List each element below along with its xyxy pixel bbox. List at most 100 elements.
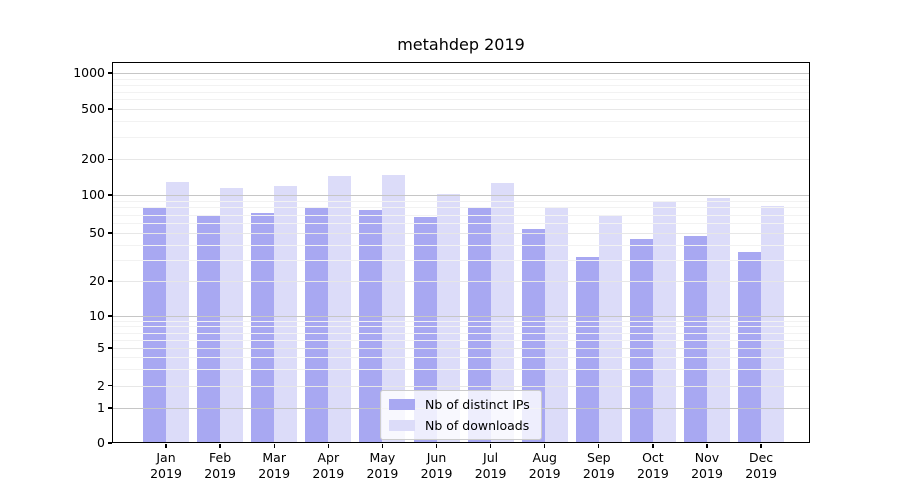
x-tick-year-oct: 2019 [636, 465, 669, 481]
x-tick-year-nov: 2019 [691, 465, 723, 481]
x-tick-label-mar: Mar 2019 [242, 450, 306, 481]
x-tick-dec [760, 443, 762, 448]
gridline-50 [112, 233, 810, 235]
gridline-70 [112, 214, 810, 216]
bar-nb-of-distinct-ips-apr [305, 206, 329, 443]
x-tick-label-may: May 2019 [350, 450, 414, 481]
bar-nb-of-downloads-mar [274, 186, 298, 443]
bar-nb-of-downloads-apr [328, 175, 352, 443]
x-tick-label-oct: Oct 2019 [621, 450, 685, 481]
legend-item-distinct-ips: Nb of distinct IPs [389, 396, 530, 413]
x-tick-label-dec: Dec 2019 [729, 450, 793, 481]
x-tick-year-mar: 2019 [258, 465, 291, 481]
x-tick-nov [706, 443, 708, 448]
legend-swatch-downloads [389, 420, 415, 431]
y-tick-10 [108, 315, 112, 317]
chart-title: metahdep 2019 [397, 35, 525, 54]
bar-nb-of-distinct-ips-mar [251, 213, 275, 443]
y-tick-label-0: 0 [97, 435, 105, 450]
x-tick-feb [219, 443, 221, 448]
x-tick-year-jul: 2019 [474, 465, 507, 481]
gridline-500 [112, 108, 810, 110]
x-tick-may [381, 443, 384, 448]
y-tick-label-50: 50 [89, 225, 105, 241]
y-tick-1000 [108, 72, 112, 74]
bar-nb-of-downloads-dec [761, 205, 785, 443]
x-tick-year-jun: 2019 [420, 465, 453, 481]
bar-nb-of-distinct-ips-dec [738, 251, 762, 443]
gridline-600 [112, 99, 810, 101]
x-tick-label-jun: Jun 2019 [405, 450, 469, 481]
x-tick-label-sep: Sep 2019 [567, 450, 631, 481]
x-tick-year-aug: 2019 [528, 465, 561, 481]
gridline-8 [112, 326, 810, 328]
gridline-3 [112, 369, 810, 371]
x-tick-oct [652, 443, 654, 448]
y-tick-label-20: 20 [89, 273, 105, 289]
gridline-900 [112, 78, 810, 80]
x-tick-year-dec: 2019 [745, 465, 777, 481]
gridline-400 [112, 121, 810, 123]
bar-nb-of-downloads-nov [707, 197, 730, 443]
gridline-7 [112, 332, 810, 334]
bar-nb-of-distinct-ips-nov [684, 236, 707, 443]
x-tick-aug [544, 443, 546, 448]
legend-swatch-distinct-ips [389, 399, 415, 410]
gridline-30 [112, 259, 810, 261]
bar-nb-of-downloads-jul [490, 183, 514, 443]
y-tick-1 [108, 407, 112, 409]
y-tick-5 [108, 347, 112, 349]
gridline-9 [112, 321, 810, 322]
bar-nb-of-downloads-feb [220, 188, 244, 443]
y-tick-label-100: 100 [81, 187, 105, 202]
x-tick-year-jan: 2019 [150, 465, 182, 481]
x-tick-label-nov: Nov 2019 [675, 450, 739, 481]
plot-area: Nb of distinct IPs Nb of downloads [112, 62, 810, 443]
y-tick-label-5: 5 [97, 340, 105, 356]
legend: Nb of distinct IPs Nb of downloads [380, 390, 542, 440]
gridline-2 [112, 385, 810, 387]
x-tick-label-aug: Aug 2019 [513, 450, 577, 481]
gridline-60 [112, 223, 810, 224]
y-tick-label-10: 10 [89, 308, 105, 324]
y-tick-500 [108, 108, 112, 110]
y-tick-100 [108, 194, 112, 196]
gridline-700 [112, 91, 810, 93]
x-tick-label-jul: Jul 2019 [459, 450, 523, 481]
bar-nb-of-distinct-ips-oct [629, 238, 653, 443]
x-tick-label-jan: Jan 2019 [134, 450, 198, 481]
bar-nb-of-downloads-jun [436, 193, 460, 443]
y-tick-label-500: 500 [81, 100, 105, 116]
bar-nb-of-downloads-oct [652, 202, 676, 443]
gridline-200 [112, 159, 810, 161]
gridline-5 [112, 348, 810, 350]
gridline-1000 [112, 73, 810, 74]
bar-nb-of-downloads-may [382, 175, 406, 443]
y-tick-200 [108, 158, 112, 160]
x-tick-label-feb: Feb 2019 [188, 450, 252, 481]
x-tick-jul [489, 443, 492, 448]
x-tick-year-feb: 2019 [204, 465, 236, 481]
x-tick-mar [273, 443, 275, 448]
y-tick-50 [108, 232, 112, 234]
x-tick-year-apr: 2019 [312, 465, 345, 481]
bar-nb-of-distinct-ips-aug [521, 228, 545, 443]
bar-nb-of-downloads-aug [544, 207, 568, 443]
gridline-4 [112, 357, 810, 359]
x-tick-year-may: 2019 [366, 465, 399, 481]
legend-label-distinct-ips: Nb of distinct IPs [425, 397, 530, 412]
y-tick-label-2: 2 [97, 377, 105, 393]
bar-nb-of-distinct-ips-sep [575, 256, 599, 443]
gridline-90 [112, 200, 810, 202]
gridline-80 [112, 207, 810, 209]
gridline-10 [112, 316, 810, 318]
gridline-300 [112, 136, 810, 138]
y-tick-0 [108, 442, 112, 444]
x-tick-year-sep: 2019 [582, 465, 615, 481]
y-tick-20 [108, 280, 112, 282]
gridline-20 [112, 281, 810, 283]
gridline-800 [112, 84, 810, 86]
gridline-40 [112, 244, 810, 246]
x-tick-jun [435, 443, 438, 448]
